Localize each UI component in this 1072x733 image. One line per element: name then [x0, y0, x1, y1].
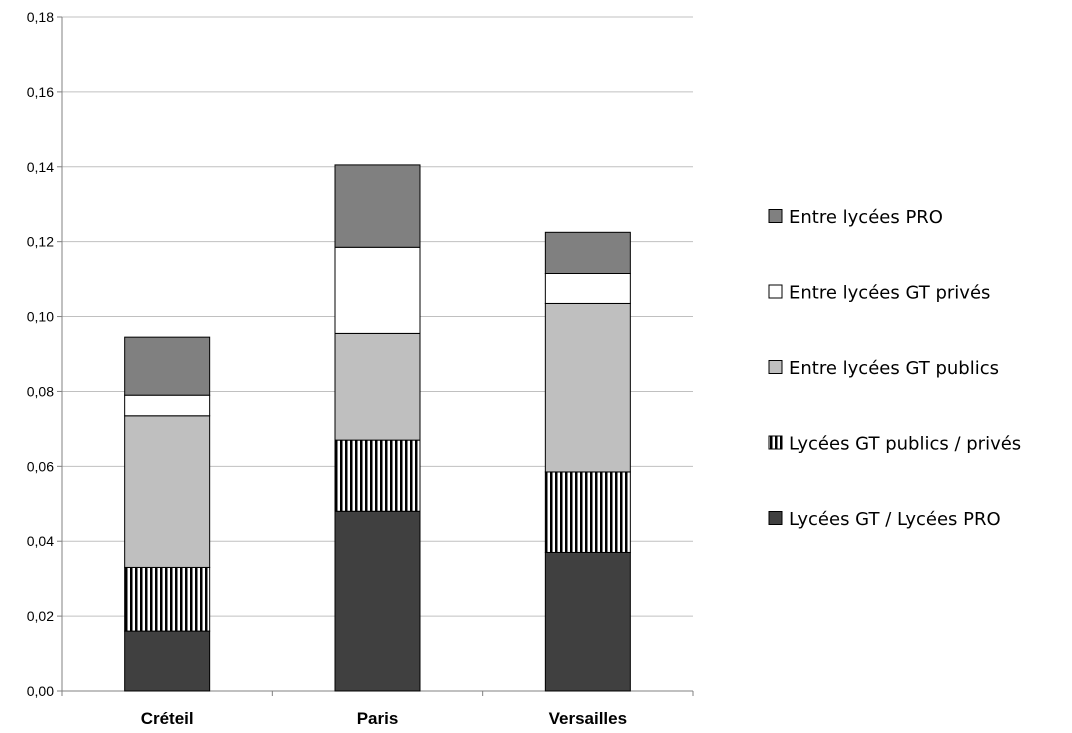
legend-swatch: [768, 511, 783, 525]
bar-segment-creteil-series-2: [124, 415, 211, 568]
legend-label: Lycées GT publics / privés: [789, 434, 1021, 455]
legend-swatch: [768, 435, 783, 450]
y-tick-label: 0,00: [27, 683, 54, 699]
bar-segment-versailles-series-3: [544, 272, 631, 304]
y-tick-label: 0,12: [27, 234, 54, 250]
y-tick-label: 0,10: [27, 309, 54, 325]
bar-segment-creteil-series-1: [124, 566, 211, 632]
legend-label: Entre lycées GT privés: [789, 283, 990, 304]
legend-swatch: [768, 284, 783, 299]
bar-segment-paris-series-4: [334, 164, 421, 248]
bar-segment-creteil-series-3: [124, 394, 211, 417]
x-category-label: Créteil: [141, 709, 194, 728]
bar-segment-paris-series-0: [334, 510, 421, 692]
bar-segment-versailles-series-0: [544, 551, 631, 692]
y-tick-label: 0,18: [27, 9, 54, 25]
bar-segment-creteil-series-4: [124, 336, 211, 396]
bar-segment-versailles-series-1: [544, 471, 631, 553]
bar-segment-paris-series-3: [334, 246, 421, 334]
legend-swatch: [768, 209, 783, 223]
axes: 0,00 0,02 0,04 0,06 0,08 0,10 0,12 0,14 0,16 0,18…: [27, 9, 694, 728]
y-tick-label: 0,06: [27, 458, 54, 474]
legend-label: Lycées GT / Lycées PRO: [789, 509, 1001, 530]
legend-label: Entre lycées PRO: [789, 207, 943, 228]
y-tick-label: 0,04: [27, 533, 54, 549]
bar-segment-versailles-series-4: [544, 231, 631, 274]
y-tick-label: 0,16: [27, 84, 54, 100]
x-category-label: Versailles: [549, 709, 627, 728]
y-tick-label: 0,14: [27, 159, 54, 175]
x-category-label: Paris: [357, 709, 399, 728]
bar-segment-paris-series-1: [334, 439, 421, 512]
y-tick-label: 0,02: [27, 608, 54, 624]
legend-swatch: [768, 360, 783, 374]
bar-segment-creteil-series-0: [124, 630, 211, 692]
bar-segment-versailles-series-2: [544, 302, 631, 473]
y-tick-label: 0,08: [27, 383, 54, 399]
legend: Entre lycées PRO Entre lycées GT privés En…: [768, 207, 1021, 530]
bar-segment-paris-series-2: [334, 332, 421, 441]
bars: [124, 164, 631, 692]
legend-label: Entre lycées GT publics: [789, 358, 999, 379]
